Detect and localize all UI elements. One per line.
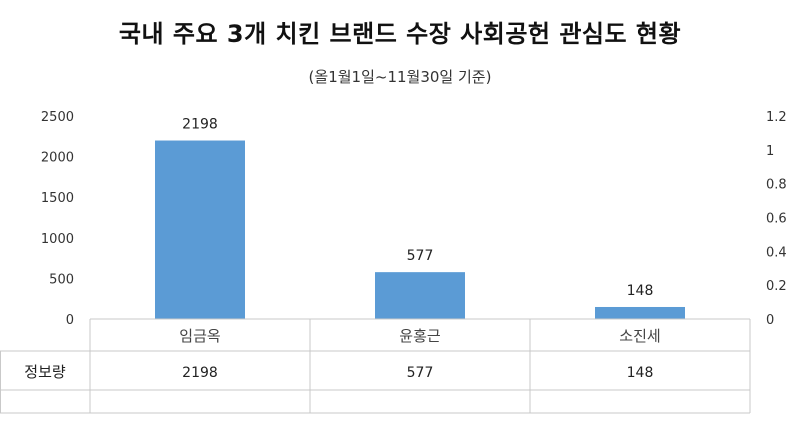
y2-tick-label: 0.4 [766,245,787,260]
y2-tick-label: 1 [766,144,774,159]
y2-tick-label: 0 [766,313,774,328]
data-label: 577 [407,248,434,264]
data-label: 148 [627,283,654,299]
table-cell: 2198 [182,365,218,381]
y2-tick-label: 1.2 [766,110,787,125]
data-label: 2198 [182,117,218,133]
data-labels: 2198 577 148 [182,117,653,299]
y-axis-right: 0 0.2 0.4 0.6 0.8 1 1.2 [766,110,787,328]
category-label: 윤홍근 [399,327,441,345]
y-tick-label: 500 [49,272,74,287]
y-tick-label: 1000 [41,232,74,247]
y-axis-left: 0 500 1000 1500 2000 2500 [41,110,74,328]
chart-title: 국내 주요 3개 치킨 브랜드 수장 사회공헌 관심도 현황 [118,20,682,48]
category-label: 소진세 [619,327,660,345]
y-tick-label: 0 [66,313,74,328]
y-tick-label: 1500 [41,191,74,206]
table-cell: 148 [627,365,654,381]
bar [375,272,465,319]
bar [155,140,245,319]
y2-tick-label: 0.8 [766,178,787,193]
table-row-header: 정보량 [24,363,66,381]
y2-tick-label: 0.6 [766,212,787,227]
y-tick-label: 2000 [41,151,74,166]
y-tick-label: 2500 [41,110,74,125]
bar-series [155,140,685,319]
category-label: 임금옥 [179,327,220,345]
chart-subtitle: (올1월1일~11월30일 기준) [308,68,492,86]
y2-tick-label: 0.2 [766,279,787,294]
table-cell: 577 [407,365,434,381]
bar [595,306,685,319]
